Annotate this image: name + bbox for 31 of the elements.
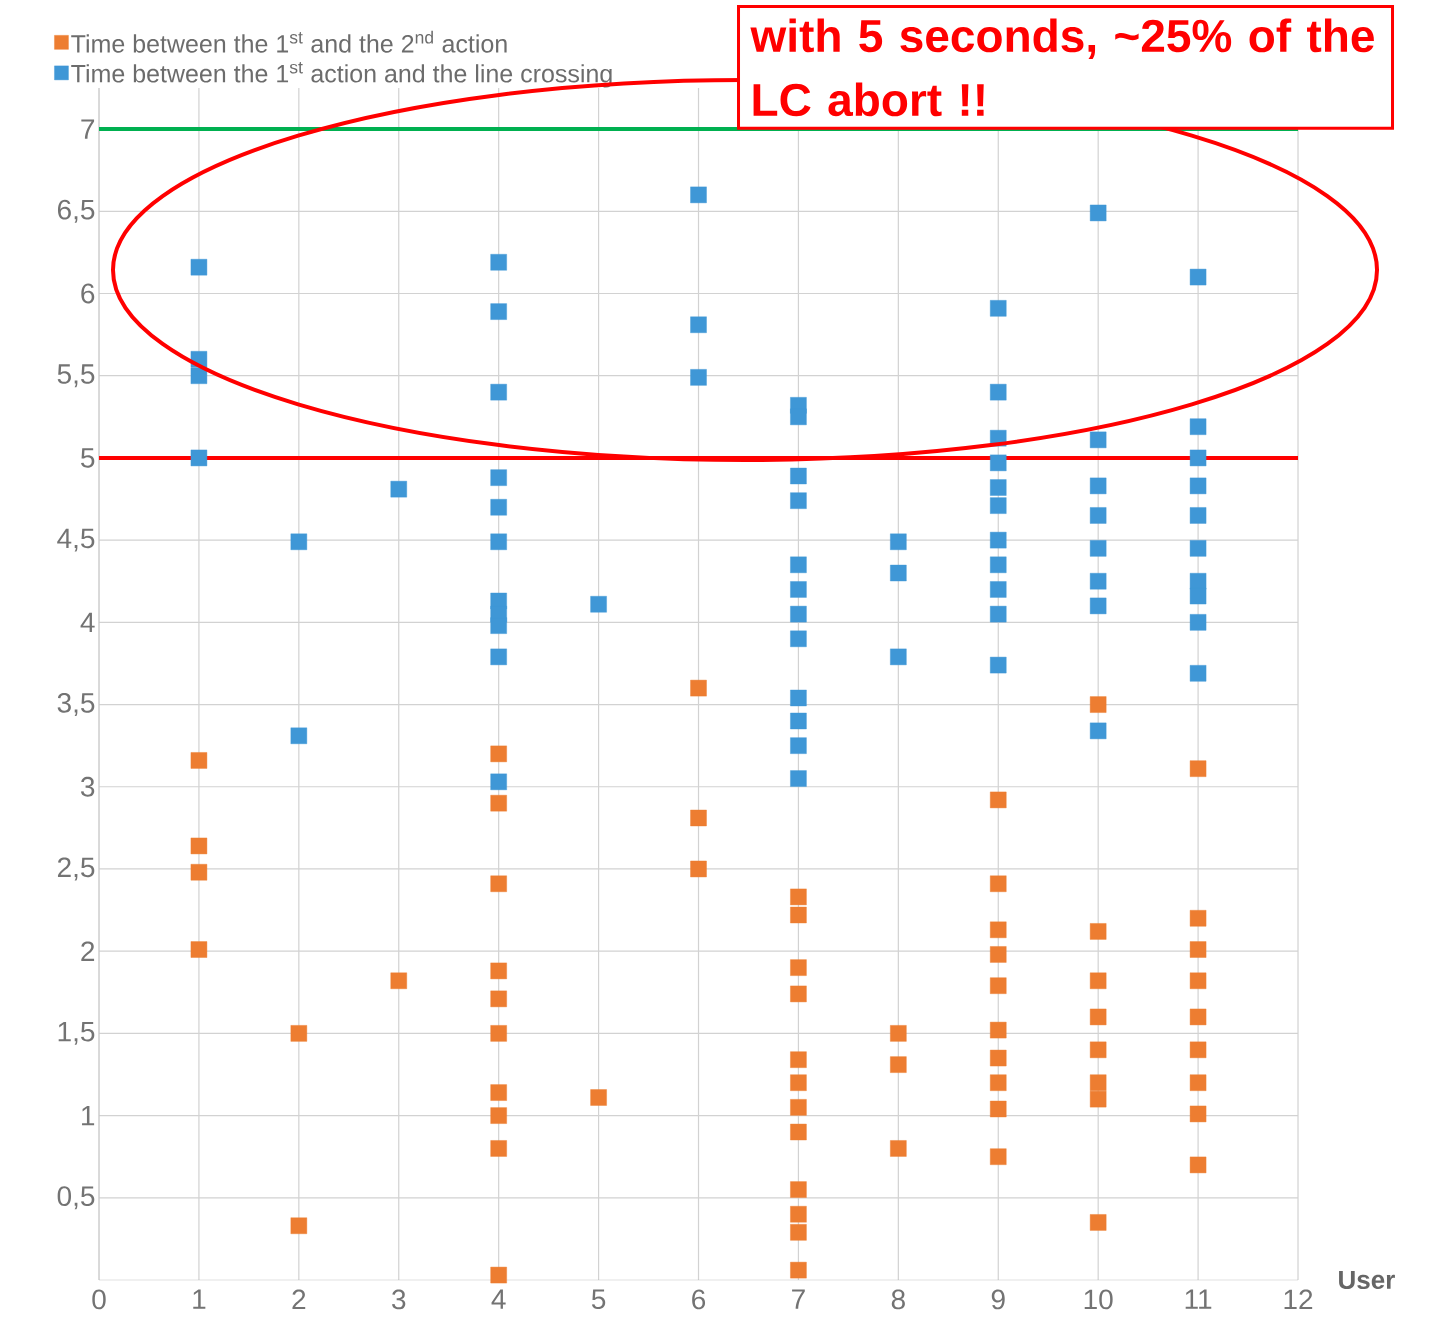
- y-tick-label: 6: [81, 283, 95, 304]
- y-tick-label: 2,5: [57, 857, 95, 881]
- y-tick-label: 3,5: [57, 693, 95, 717]
- x-tick-label: 0: [92, 1289, 106, 1310]
- x-tick-label: 4: [491, 1289, 506, 1309]
- y-tick-label: 3: [80, 776, 95, 797]
- y-tick-label: 6,5: [57, 199, 95, 223]
- y-tick-label: 0,5: [57, 1186, 95, 1210]
- x-tick-label: 10: [1084, 1289, 1113, 1310]
- x-tick-label: 9: [991, 1289, 1005, 1310]
- x-tick-label: 12: [1284, 1289, 1313, 1310]
- x-tick-label: 11: [1185, 1289, 1212, 1309]
- legend-label: Time between the 1$^{st}$ action and the line crossing: [71, 61, 612, 88]
- y-tick-label: 5: [81, 448, 95, 468]
- x-tick-label: 1: [193, 1289, 206, 1309]
- y-tick-label: 4: [80, 612, 95, 632]
- x-tick-label: 5: [591, 1289, 606, 1310]
- x-axis-title: User: [1339, 1270, 1395, 1290]
- x-tick-label: 3: [392, 1289, 406, 1310]
- y-tick-label: 4,5: [57, 528, 95, 552]
- y-tick-label: 1,5: [58, 1021, 95, 1045]
- x-tick-label: 7: [792, 1289, 805, 1309]
- y-tick-label: 1: [82, 1105, 95, 1126]
- y-tick-label: 2: [81, 941, 95, 961]
- y-tick-label: 7: [81, 119, 95, 139]
- y-tick-label: 5,5: [57, 364, 95, 388]
- annotation: with 5 seconds, ~25% of the LC abort !!: [750, 18, 1374, 117]
- x-tick-label: 8: [891, 1289, 905, 1310]
- legend-label: Time between the 1$^{st}$ and the 2$^{nd}$ action: [71, 30, 507, 53]
- x-tick-label: 2: [292, 1289, 306, 1310]
- x-tick-label: 6: [692, 1289, 706, 1310]
